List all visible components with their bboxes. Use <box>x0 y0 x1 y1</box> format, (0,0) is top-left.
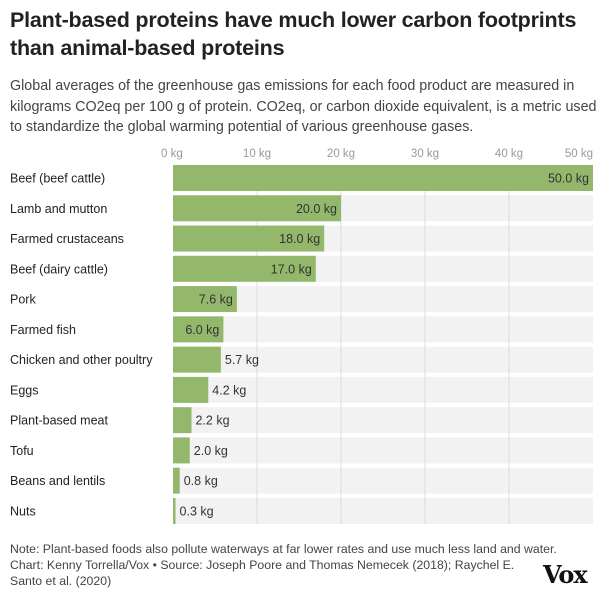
tick-label: 20 kg <box>327 148 355 160</box>
category-label: Eggs <box>10 383 39 397</box>
bar <box>173 467 180 494</box>
bar-track <box>173 316 593 343</box>
category-label: Beans and lentils <box>10 474 105 488</box>
data-label: 50.0 kg <box>548 172 589 186</box>
vox-logo: Vox <box>543 560 588 589</box>
data-label: 0.3 kg <box>180 504 214 518</box>
chart-source: Chart: Kenny Torrella/Vox • Source: Jose… <box>10 558 515 588</box>
category-label: Plant-based meat <box>10 414 109 428</box>
bar <box>173 407 192 434</box>
bar <box>173 225 325 252</box>
category-label: Farmed fish <box>10 323 76 337</box>
bar <box>173 497 176 524</box>
data-label: 2.0 kg <box>194 444 228 458</box>
category-label: Beef (dairy cattle) <box>10 262 108 276</box>
data-label: 17.0 kg <box>271 262 312 276</box>
category-label: Tofu <box>10 444 34 458</box>
data-label: 4.2 kg <box>212 383 246 397</box>
tick-label: 50 kg <box>565 148 593 160</box>
bar <box>173 316 224 343</box>
tick-label: 30 kg <box>411 148 439 160</box>
bar <box>173 286 237 313</box>
data-label: 20.0 kg <box>296 202 337 216</box>
bar-track <box>173 497 593 524</box>
bar-track <box>173 376 593 403</box>
category-label: Pork <box>10 293 36 307</box>
bar <box>173 376 209 403</box>
bar-chart: 0 kg 10 kg 20 kg 30 kg 40 kg 50 kg Beef (beef … <box>10 148 593 524</box>
bar <box>173 255 316 282</box>
bar <box>173 346 221 373</box>
bar <box>173 165 593 191</box>
data-label: 2.2 kg <box>195 414 229 428</box>
data-label: 7.6 kg <box>199 293 233 307</box>
tick-label: 10 kg <box>243 148 271 160</box>
category-label: Chicken and other poultry <box>10 353 153 367</box>
chart-subtitle: Global averages of the greenhouse gas em… <box>10 78 597 135</box>
category-label: Beef (beef cattle) <box>10 172 105 186</box>
data-label: 5.7 kg <box>225 353 259 367</box>
tick-label: 40 kg <box>495 148 523 160</box>
bar-track <box>173 346 593 373</box>
category-label: Nuts <box>10 504 36 518</box>
bar <box>173 195 341 222</box>
chart-title: Plant-based proteins have much lower car… <box>10 8 577 60</box>
data-label: 18.0 kg <box>279 232 320 246</box>
bar-track <box>173 407 593 434</box>
tick-label: 0 kg <box>161 148 183 160</box>
data-label: 0.8 kg <box>184 474 218 488</box>
chart-note: Note: Plant-based foods also pollute wat… <box>10 542 557 556</box>
category-label: Lamb and mutton <box>10 202 107 216</box>
category-label: Farmed crustaceans <box>10 232 124 246</box>
bar-track <box>173 437 593 464</box>
data-label: 6.0 kg <box>185 323 219 337</box>
bar <box>173 437 190 464</box>
bar-track <box>173 467 593 494</box>
bar-track <box>173 286 593 313</box>
